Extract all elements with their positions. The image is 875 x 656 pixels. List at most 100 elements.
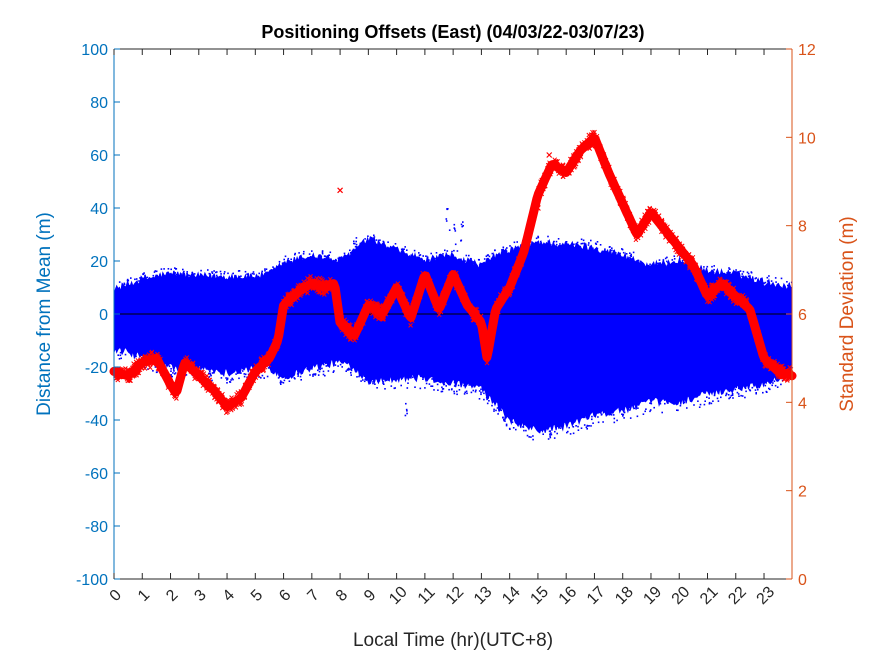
offset-point bbox=[650, 402, 653, 405]
std-point bbox=[669, 234, 675, 240]
std-point bbox=[409, 318, 415, 324]
std-point bbox=[749, 316, 755, 322]
y-left-tick-label: 20 bbox=[90, 254, 108, 271]
offset-point bbox=[430, 252, 432, 255]
offset-point bbox=[583, 246, 585, 249]
offset-point bbox=[505, 250, 508, 252]
std-point bbox=[444, 291, 450, 296]
offset-point bbox=[717, 400, 720, 402]
std-point bbox=[453, 275, 459, 281]
std-point bbox=[445, 283, 450, 289]
std-point bbox=[730, 290, 736, 295]
std-point bbox=[723, 291, 729, 297]
offset-outlier bbox=[454, 381, 456, 384]
offset-point bbox=[458, 258, 461, 261]
offset-point bbox=[264, 268, 266, 270]
std-point bbox=[275, 338, 281, 344]
offset-point bbox=[562, 424, 564, 427]
offset-point bbox=[324, 255, 326, 258]
offset-point bbox=[245, 279, 248, 282]
offset-point bbox=[437, 260, 440, 263]
offset-point bbox=[503, 418, 505, 421]
std-point bbox=[468, 303, 473, 309]
offset-point bbox=[376, 387, 378, 389]
offset-point bbox=[174, 272, 177, 274]
offset-point bbox=[313, 257, 316, 259]
std-point bbox=[326, 283, 332, 289]
y-right-tick-label: 4 bbox=[798, 395, 807, 412]
std-point bbox=[750, 320, 756, 325]
offset-point bbox=[244, 270, 247, 273]
offset-point bbox=[747, 272, 750, 275]
offset-point bbox=[385, 247, 388, 250]
offset-point bbox=[465, 254, 468, 257]
offset-point bbox=[770, 280, 773, 282]
offset-point bbox=[372, 239, 375, 241]
offset-point bbox=[163, 268, 165, 270]
offset-point bbox=[741, 273, 744, 275]
offset-point bbox=[526, 434, 529, 437]
std-point bbox=[396, 288, 402, 293]
offset-point bbox=[780, 277, 783, 280]
offset-point bbox=[708, 397, 710, 399]
std-point bbox=[556, 171, 562, 177]
offset-point bbox=[468, 254, 470, 257]
offset-point bbox=[628, 257, 631, 259]
std-point bbox=[303, 281, 308, 287]
offset-point bbox=[632, 251, 635, 254]
std-point bbox=[594, 136, 600, 142]
std-point bbox=[665, 231, 671, 237]
offset-point bbox=[457, 259, 459, 262]
std-point bbox=[316, 289, 321, 295]
offset-point bbox=[515, 248, 517, 250]
std-point bbox=[346, 326, 352, 332]
offset-point bbox=[127, 279, 130, 282]
offset-point bbox=[261, 270, 263, 273]
offset-point bbox=[734, 388, 737, 391]
offset-point bbox=[169, 273, 171, 276]
std-point bbox=[488, 332, 494, 338]
offset-point bbox=[226, 382, 228, 384]
std-point bbox=[673, 247, 678, 253]
std-point bbox=[432, 302, 438, 307]
std-point bbox=[121, 370, 127, 375]
offset-point bbox=[307, 366, 310, 368]
offset-point bbox=[470, 391, 473, 394]
std-point bbox=[768, 366, 773, 371]
offset-point bbox=[572, 432, 575, 435]
std-point bbox=[278, 320, 284, 325]
offset-point bbox=[314, 373, 316, 376]
offset-point bbox=[772, 382, 774, 384]
offset-point bbox=[337, 365, 339, 367]
std-point bbox=[488, 331, 494, 336]
offset-point bbox=[180, 275, 183, 277]
offset-outlier bbox=[460, 223, 463, 226]
offset-point bbox=[126, 278, 129, 281]
offset-point bbox=[418, 254, 421, 257]
offset-point bbox=[400, 384, 402, 387]
std-point bbox=[777, 364, 782, 370]
offset-point bbox=[667, 265, 670, 268]
offset-point bbox=[279, 380, 282, 382]
offset-point bbox=[403, 248, 405, 250]
offset-point bbox=[267, 367, 270, 369]
std-point bbox=[775, 361, 780, 367]
offset-point bbox=[235, 373, 237, 375]
std-point bbox=[578, 145, 584, 151]
offset-point bbox=[350, 372, 352, 374]
offset-point bbox=[581, 242, 584, 245]
offset-point bbox=[362, 379, 364, 381]
offset-point bbox=[152, 274, 155, 277]
offset-outlier bbox=[373, 234, 375, 237]
offset-point bbox=[528, 436, 530, 438]
offset-point bbox=[483, 258, 486, 260]
offset-point bbox=[498, 409, 500, 411]
offset-point bbox=[365, 375, 367, 378]
offset-point bbox=[597, 421, 600, 424]
offset-point bbox=[187, 274, 189, 276]
std-point bbox=[621, 200, 626, 206]
std-point bbox=[787, 373, 792, 379]
offset-point bbox=[278, 260, 281, 263]
offset-point bbox=[566, 431, 568, 434]
std-point bbox=[170, 390, 175, 395]
